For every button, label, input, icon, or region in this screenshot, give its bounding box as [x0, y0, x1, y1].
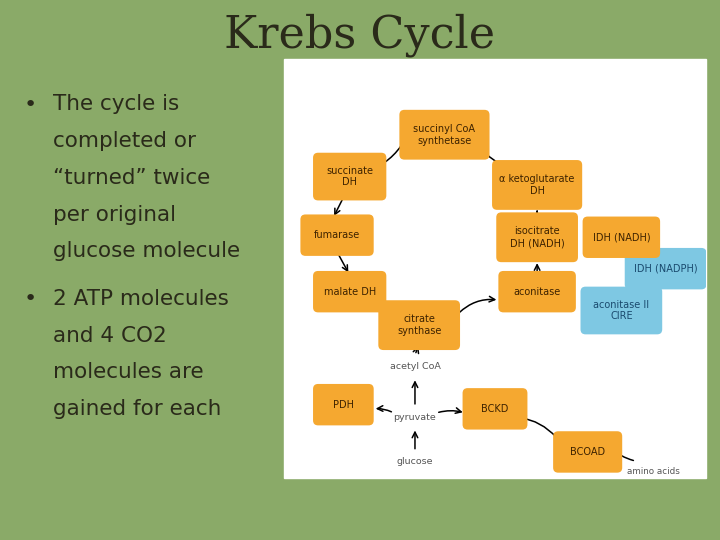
Text: α ketoglutarate
DH: α ketoglutarate DH [500, 174, 575, 195]
Text: glucose molecule: glucose molecule [53, 241, 240, 261]
FancyBboxPatch shape [400, 110, 490, 160]
Text: PDH: PDH [333, 400, 354, 410]
Text: 2 ATP molecules: 2 ATP molecules [53, 289, 228, 309]
Text: gained for each: gained for each [53, 399, 221, 419]
FancyBboxPatch shape [580, 287, 662, 334]
FancyBboxPatch shape [582, 217, 660, 258]
Text: citrate
synthase: citrate synthase [397, 314, 441, 336]
Text: molecules are: molecules are [53, 362, 203, 382]
Text: glucose: glucose [397, 457, 433, 467]
FancyBboxPatch shape [496, 212, 578, 262]
Text: “turned” twice: “turned” twice [53, 168, 210, 188]
Text: per original: per original [53, 205, 176, 225]
Text: succinate
DH: succinate DH [326, 166, 373, 187]
Text: BCKD: BCKD [481, 404, 509, 414]
FancyBboxPatch shape [313, 153, 387, 200]
Text: completed or: completed or [53, 131, 196, 151]
Text: amino acids: amino acids [626, 467, 680, 476]
FancyBboxPatch shape [498, 271, 576, 312]
Text: •: • [24, 94, 37, 114]
Text: and 4 CO2: and 4 CO2 [53, 326, 166, 346]
Text: BCOAD: BCOAD [570, 447, 606, 457]
Text: succinyl CoA
synthetase: succinyl CoA synthetase [413, 124, 475, 146]
FancyBboxPatch shape [313, 271, 387, 312]
Text: The cycle is: The cycle is [53, 94, 179, 114]
Text: aconitase II
CIRE: aconitase II CIRE [593, 300, 649, 321]
FancyBboxPatch shape [378, 300, 460, 350]
Text: pyruvate: pyruvate [394, 413, 436, 422]
Text: isocitrate
DH (NADH): isocitrate DH (NADH) [510, 226, 564, 248]
Text: IDH (NADH): IDH (NADH) [593, 232, 650, 242]
Text: Krebs Cycle: Krebs Cycle [225, 14, 495, 57]
FancyBboxPatch shape [553, 431, 622, 472]
Text: IDH (NADPH): IDH (NADPH) [634, 264, 698, 274]
Text: acetyl CoA: acetyl CoA [390, 362, 441, 372]
FancyBboxPatch shape [313, 384, 374, 426]
FancyBboxPatch shape [625, 248, 706, 289]
Text: •: • [24, 289, 37, 309]
FancyBboxPatch shape [462, 388, 528, 429]
Text: malate DH: malate DH [323, 287, 376, 296]
Text: fumarase: fumarase [314, 230, 360, 240]
Text: aconitase: aconitase [513, 287, 561, 296]
Bar [284, 59, 706, 478]
FancyBboxPatch shape [492, 160, 582, 210]
FancyBboxPatch shape [300, 214, 374, 256]
